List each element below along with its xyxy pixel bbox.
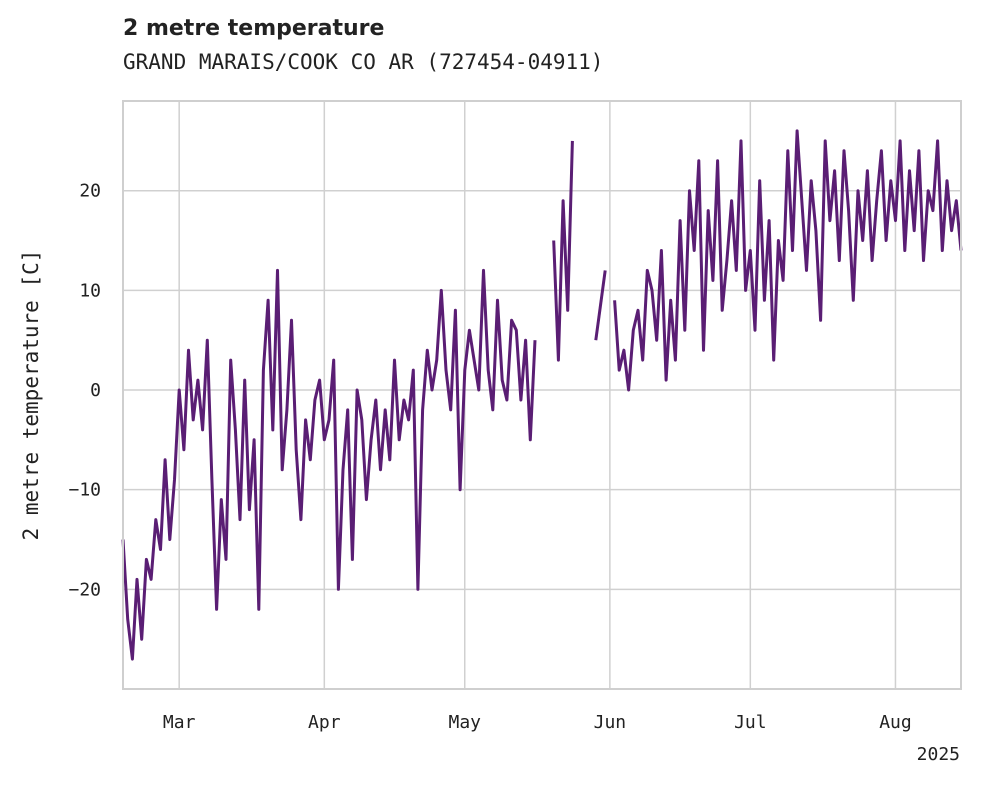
series-layer [121,129,963,661]
chart-subtitle: GRAND MARAIS/COOK CO AR (727454-04911) [123,50,604,74]
x-tick-label: Mar [163,712,196,733]
x-tick-label: May [448,712,481,733]
chart-title: 2 metre temperature [123,16,385,41]
x-tick-label: Apr [308,712,341,733]
series-line [121,268,537,661]
x-axis: Mar Apr May Jun Jul Aug [163,712,912,733]
y-tick-label: −20 [68,579,101,600]
x-tick-label: Aug [879,712,912,733]
series-line [613,129,963,392]
x-year-label: 2025 [917,744,960,765]
series-line [594,270,607,341]
series-line [552,140,574,362]
plot-frame [122,100,962,690]
x-tick-label: Jun [594,712,627,733]
x-tick-label: Jul [734,712,767,733]
y-tick-label: 0 [90,380,101,401]
y-axis: −20 −10 0 10 20 [68,181,101,601]
y-tick-label: 20 [79,181,101,202]
y-tick-label: −10 [68,480,101,501]
y-axis-label: 2 metre temperature [C] [19,250,43,541]
y-tick-label: 10 [79,280,101,301]
